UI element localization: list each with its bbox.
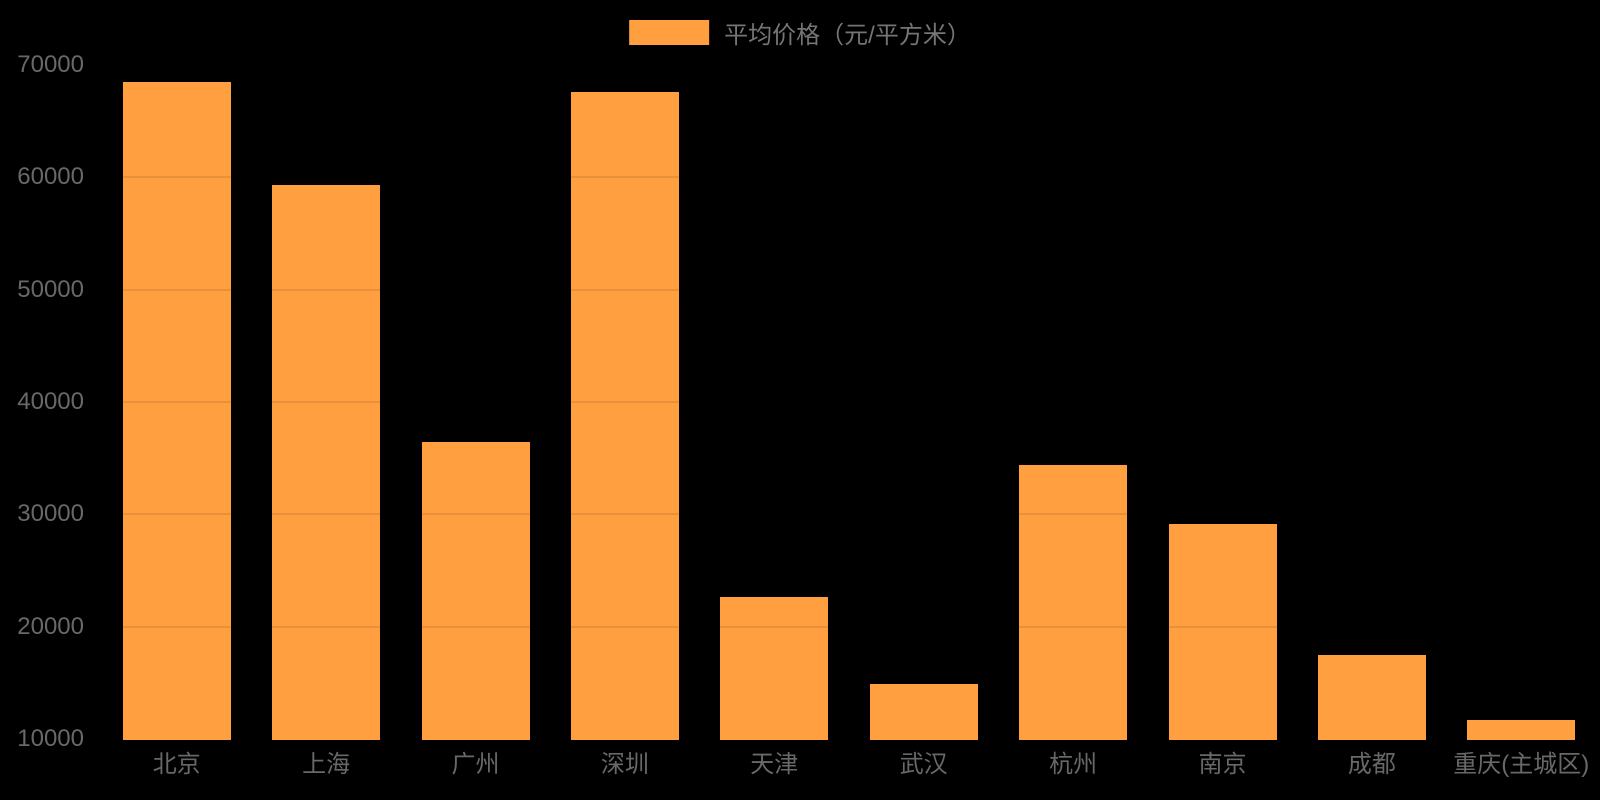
x-axis-label: 重庆(主城区) <box>1453 751 1590 778</box>
x-axis-label: 南京 <box>1198 751 1247 778</box>
x-axis-label: 上海 <box>302 751 351 778</box>
bar <box>1019 464 1128 740</box>
bar <box>1467 719 1576 740</box>
legend-label: 平均价格（元/平方米） <box>724 22 971 49</box>
bar <box>720 597 829 740</box>
y-axis-label: 10000 <box>17 725 84 752</box>
gridline <box>102 513 1596 516</box>
x-axis-label: 天津 <box>750 751 799 778</box>
x-axis-label: 北京 <box>152 751 201 778</box>
gridline <box>102 288 1596 291</box>
legend-item[interactable]: 平均价格（元/平方米） <box>629 15 971 50</box>
bar <box>272 185 381 740</box>
x-axis-label: 杭州 <box>1049 751 1098 778</box>
x-axis-label: 深圳 <box>600 751 649 778</box>
y-axis-label: 60000 <box>17 163 84 191</box>
y-axis-label: 20000 <box>17 612 84 640</box>
bar <box>570 91 679 740</box>
gridline <box>102 64 1596 66</box>
bar <box>421 442 530 740</box>
bar <box>1168 524 1277 740</box>
x-axis-label: 武汉 <box>899 751 948 778</box>
gridline <box>102 401 1596 403</box>
bar <box>122 81 231 740</box>
bar <box>1317 654 1426 740</box>
x-axis-label: 成都 <box>1347 751 1396 778</box>
y-axis-label: 30000 <box>17 500 84 528</box>
legend-swatch <box>629 20 710 45</box>
bar <box>869 683 978 740</box>
y-axis-label: 40000 <box>17 388 84 415</box>
x-axis-label: 广州 <box>451 751 500 778</box>
gridline <box>102 176 1596 179</box>
gridline <box>102 625 1596 628</box>
y-axis-label: 70000 <box>17 51 84 78</box>
y-axis-label: 50000 <box>17 275 84 303</box>
